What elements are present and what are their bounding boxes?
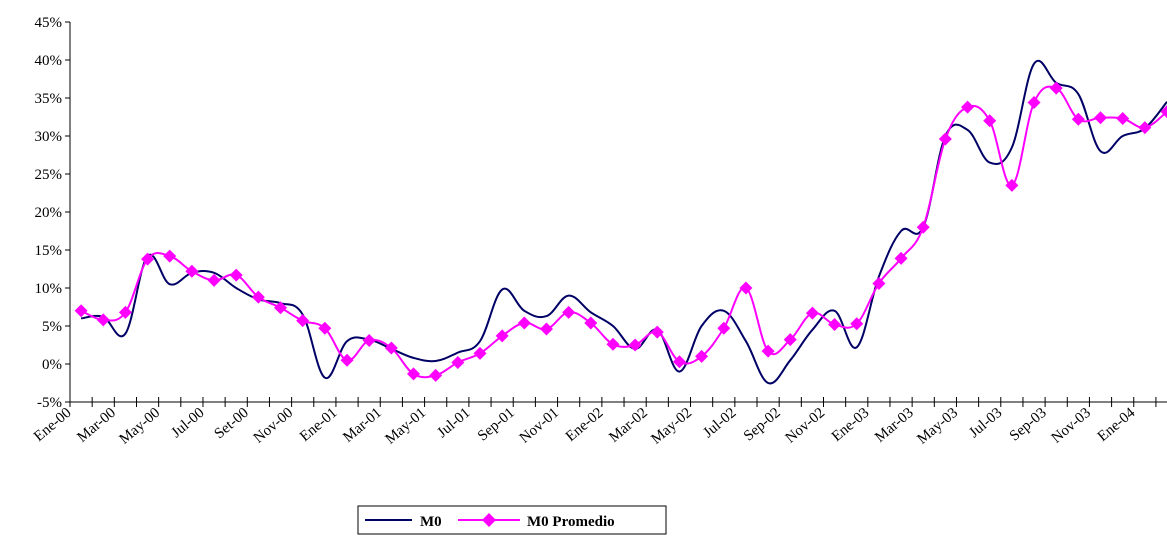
x-tick-label: Nov-03 bbox=[1049, 405, 1094, 447]
y-tick-label: 5% bbox=[42, 319, 62, 335]
y-axis: 45%40%35%30%25%20%15%10%5%0%-5% bbox=[35, 15, 71, 411]
y-tick-label: 0% bbox=[42, 357, 62, 373]
x-tick-label: Ene-01 bbox=[297, 405, 340, 445]
x-tick-label: Sep-03 bbox=[1007, 405, 1050, 445]
x-tick-label: Mar-01 bbox=[340, 405, 385, 446]
x-tick-label: Nov-01 bbox=[517, 405, 562, 447]
x-tick-label: Mar-02 bbox=[606, 405, 651, 446]
x-tick-label: Jul-01 bbox=[434, 405, 473, 441]
legend-label-m0: M0 bbox=[420, 514, 442, 530]
y-tick-label: 10% bbox=[35, 281, 63, 297]
y-tick-label: 30% bbox=[35, 129, 63, 145]
y-tick-label: 20% bbox=[35, 205, 63, 221]
x-tick-label: May-02 bbox=[648, 405, 695, 448]
y-tick-label: 35% bbox=[35, 91, 63, 107]
x-tick-label: Set-00 bbox=[212, 405, 252, 442]
x-tick-label: May-01 bbox=[382, 405, 429, 448]
x-tick-label: Jul-02 bbox=[700, 405, 739, 441]
x-tick-label: Sep-02 bbox=[741, 405, 784, 445]
y-tick-label: 15% bbox=[35, 243, 63, 259]
y-tick-label: 25% bbox=[35, 167, 63, 183]
x-tick-label: Nov-00 bbox=[251, 405, 296, 447]
x-tick-label: Nov-02 bbox=[783, 405, 828, 447]
x-tick-label: Mar-03 bbox=[872, 405, 917, 446]
x-tick-label: May-00 bbox=[117, 405, 164, 448]
legend: M0 M0 Promedio bbox=[358, 506, 666, 534]
x-tick-label: Mar-00 bbox=[74, 405, 119, 446]
y-tick-label: 45% bbox=[35, 15, 63, 31]
x-tick-label: Sep-01 bbox=[475, 405, 518, 445]
x-tick-label: Jul-03 bbox=[966, 405, 1005, 441]
x-tick-label: Ene-03 bbox=[829, 405, 872, 445]
x-tick-label: Ene-02 bbox=[563, 405, 606, 445]
x-tick-label: Ene-04 bbox=[1095, 404, 1139, 444]
y-tick-label: 40% bbox=[35, 53, 63, 69]
x-tick-label: May-03 bbox=[914, 405, 961, 448]
x-tick-label: Jul-00 bbox=[169, 405, 208, 441]
legend-label-m0-promedio: M0 Promedio bbox=[527, 514, 615, 530]
